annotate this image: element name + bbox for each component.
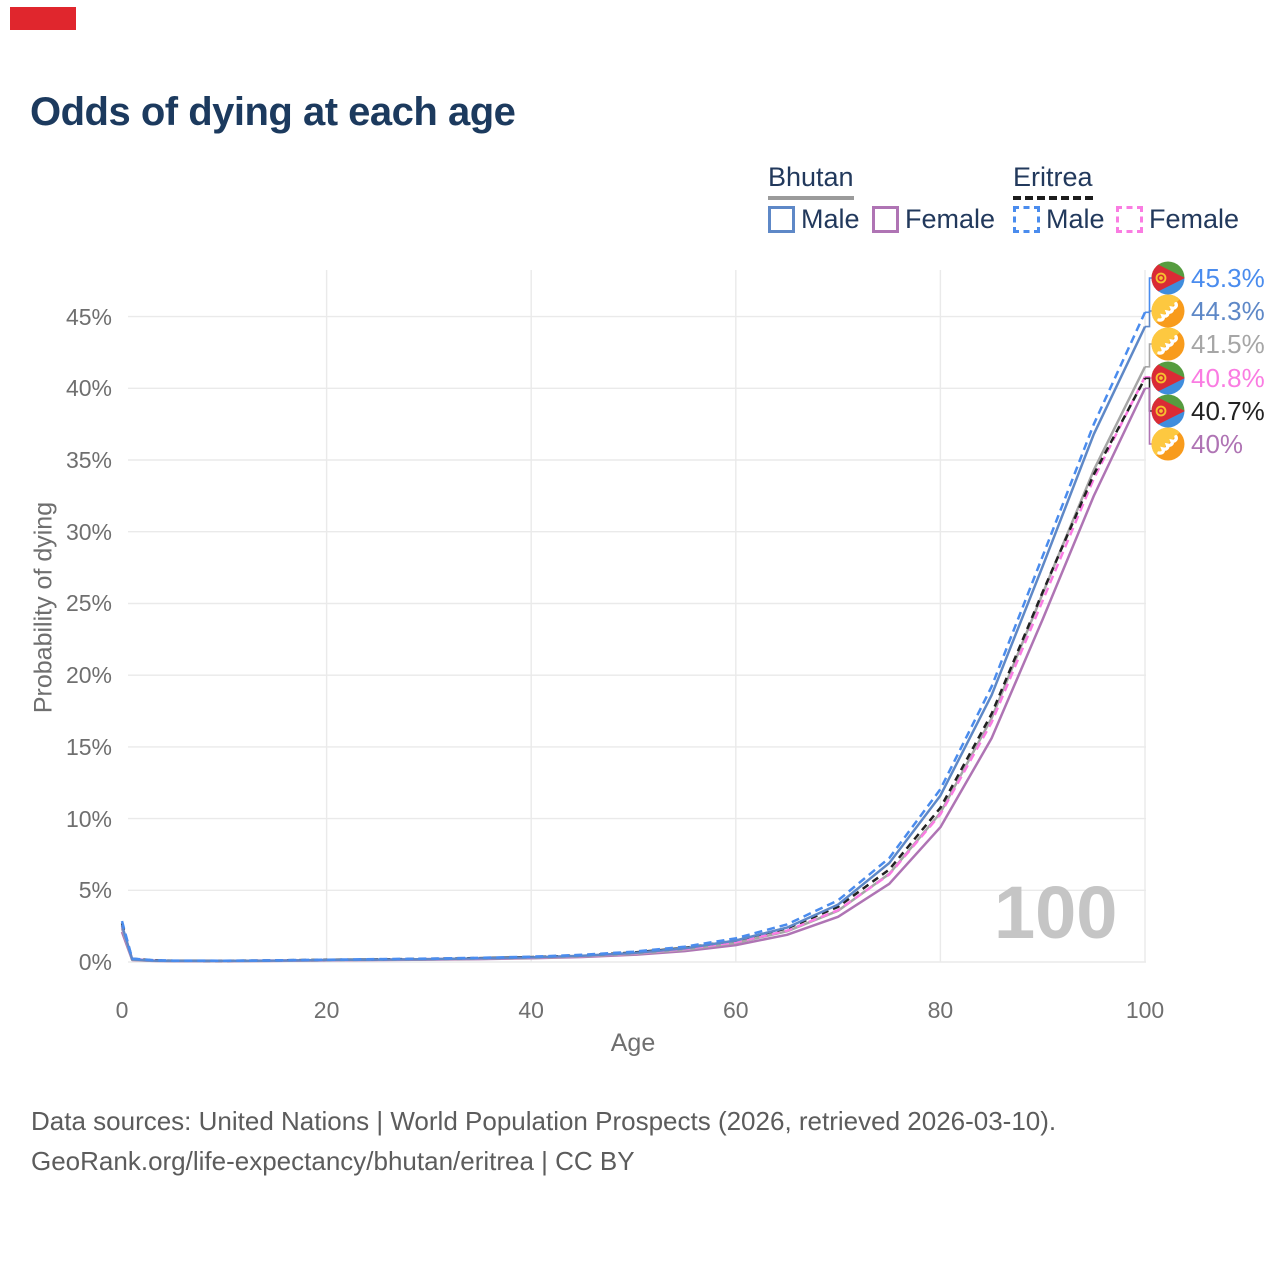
- x-axis-title: Age: [610, 1029, 656, 1057]
- y-tick-label: 30%: [65, 518, 112, 545]
- series-line-bhutan-all[interactable]: [120, 366, 1147, 963]
- data-source-line: Data sources: United Nations | World Pop…: [31, 1106, 1057, 1136]
- page-title: Odds of dying at each age: [30, 90, 516, 134]
- end-label-eritrea-male: 45.3%: [1151, 261, 1265, 295]
- bhutan-female-swatch: [872, 206, 899, 233]
- eritrea-line-style-sample: [1013, 196, 1093, 200]
- x-tick-label: 60: [723, 997, 749, 1023]
- leader-line-eritrea-male: [1145, 277, 1153, 314]
- eritrea-female-swatch: [1116, 206, 1143, 233]
- leader-line-bhutan-male: [1145, 310, 1153, 328]
- x-tick-label: 100: [1125, 997, 1165, 1023]
- legend-item-bhutan-male[interactable]: Male: [768, 204, 860, 235]
- legend-group-bhutan: Bhutan: [768, 162, 854, 200]
- eritrea-flag-icon: [1151, 261, 1185, 295]
- legend-item-label: Male: [1046, 204, 1105, 234]
- eritrea-flag-icon: [1151, 361, 1185, 395]
- eritrea-flag-icon: [1151, 394, 1185, 428]
- end-label-bhutan-all: 41.5%: [1151, 327, 1265, 361]
- end-label-value: 41.5%: [1191, 328, 1265, 359]
- legend-item-eritrea-male[interactable]: Male: [1013, 204, 1105, 235]
- end-label-eritrea-female: 40.8%: [1151, 361, 1265, 395]
- bhutan-flag-icon: [1151, 327, 1185, 361]
- y-tick-label: 40%: [65, 375, 112, 402]
- series-line-bhutan-male[interactable]: [120, 326, 1147, 963]
- y-tick-label: 25%: [65, 590, 112, 617]
- leader-line-bhutan-female: [1145, 387, 1153, 445]
- legend-item-label: Female: [1149, 204, 1240, 234]
- y-tick-label: 0%: [78, 949, 112, 975]
- y-tick-label: 45%: [65, 303, 112, 330]
- end-label-value: 40.7%: [1191, 395, 1265, 426]
- leader-line-bhutan-all: [1145, 343, 1153, 368]
- x-tick-label: 20: [313, 997, 340, 1023]
- legend-group-eritrea: Eritrea: [1013, 162, 1093, 200]
- end-label-eritrea-all: 40.7%: [1151, 394, 1265, 428]
- y-tick-label: 15%: [65, 733, 112, 760]
- bhutan-line-style-sample: [768, 196, 854, 200]
- leader-line-eritrea-female: [1145, 376, 1153, 379]
- legend-item-label: Male: [801, 204, 860, 234]
- x-tick-label: 40: [518, 997, 544, 1023]
- end-label-value: 45.3%: [1191, 262, 1265, 293]
- attribution-line: GeoRank.org/life-expectancy/bhutan/eritr…: [31, 1146, 635, 1176]
- legend-item-label: Female: [905, 204, 996, 234]
- legend-eritrea-title: Eritrea: [1013, 162, 1093, 192]
- series-line-eritrea-male[interactable]: [120, 311, 1147, 962]
- series-line-eritrea-female[interactable]: [120, 376, 1147, 963]
- age-watermark: 100: [994, 871, 1118, 954]
- record-indicator: [10, 7, 76, 30]
- x-tick-label: 0: [115, 997, 129, 1023]
- eritrea-male-swatch: [1013, 206, 1040, 233]
- legend-item-bhutan-female[interactable]: Female: [872, 204, 995, 235]
- end-label-value: 40%: [1191, 428, 1244, 459]
- bhutan-flag-icon: [1151, 294, 1185, 328]
- y-tick-label: 20%: [65, 662, 112, 689]
- bhutan-male-swatch: [768, 206, 795, 233]
- bhutan-flag-icon: [1151, 427, 1185, 461]
- y-tick-label: 10%: [65, 805, 112, 832]
- end-label-value: 44.3%: [1191, 295, 1265, 326]
- end-label-value: 40.8%: [1191, 362, 1265, 393]
- y-tick-label: 35%: [65, 447, 112, 474]
- x-tick-label: 80: [927, 997, 954, 1023]
- legend-bhutan-title: Bhutan: [768, 162, 854, 192]
- end-label-bhutan-male: 44.3%: [1151, 294, 1265, 328]
- y-tick-label: 5%: [78, 877, 112, 904]
- series-line-eritrea-all[interactable]: [120, 377, 1147, 963]
- legend-item-eritrea-female[interactable]: Female: [1116, 204, 1239, 235]
- end-label-bhutan-female: 40%: [1151, 427, 1243, 461]
